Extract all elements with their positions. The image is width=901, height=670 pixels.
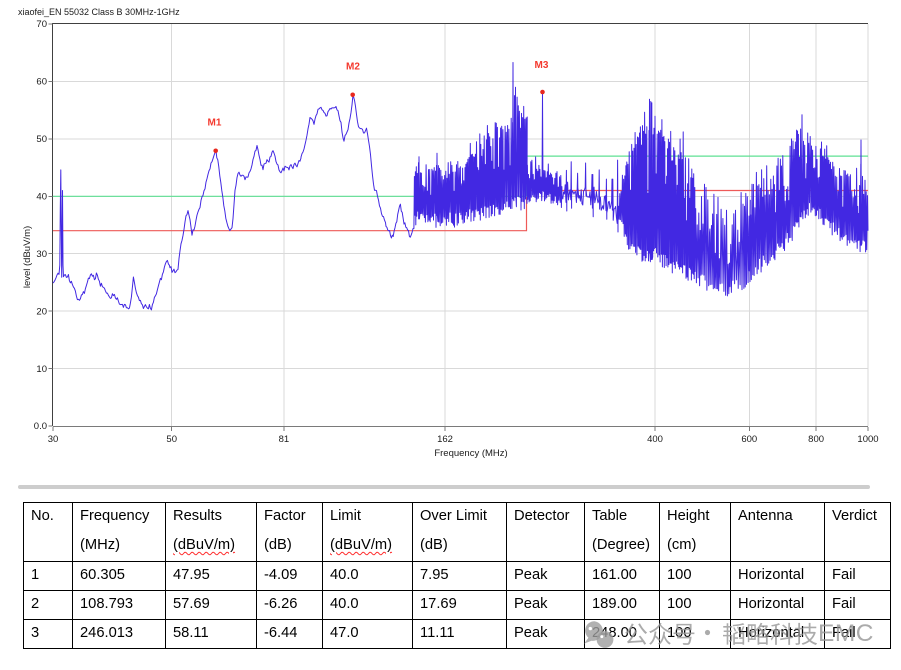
svg-text:70: 70 [36, 19, 47, 30]
svg-text:50: 50 [166, 434, 177, 445]
svg-text:M1: M1 [208, 118, 222, 129]
svg-text:0.0: 0.0 [34, 421, 47, 432]
svg-text:600: 600 [741, 434, 757, 445]
svg-text:10: 10 [36, 364, 47, 375]
svg-text:M3: M3 [535, 60, 549, 71]
svg-text:800: 800 [808, 434, 824, 445]
svg-text:60: 60 [36, 77, 47, 88]
svg-text:81: 81 [279, 434, 290, 445]
svg-text:Frequency (MHz): Frequency (MHz) [434, 448, 507, 459]
svg-text:162: 162 [437, 434, 453, 445]
svg-text:400: 400 [647, 434, 663, 445]
svg-text:1000: 1000 [857, 434, 878, 445]
svg-text:50: 50 [36, 134, 47, 145]
svg-text:40: 40 [36, 192, 47, 203]
svg-text:xiaofei_EN 55032 Class B 30MHz: xiaofei_EN 55032 Class B 30MHz-1GHz [18, 7, 180, 17]
svg-text:20: 20 [36, 306, 47, 317]
svg-text:M2: M2 [346, 62, 360, 73]
svg-text:30: 30 [48, 434, 59, 445]
svg-text:30: 30 [36, 249, 47, 260]
svg-text:level (dBuV/m): level (dBuV/m) [22, 226, 33, 288]
